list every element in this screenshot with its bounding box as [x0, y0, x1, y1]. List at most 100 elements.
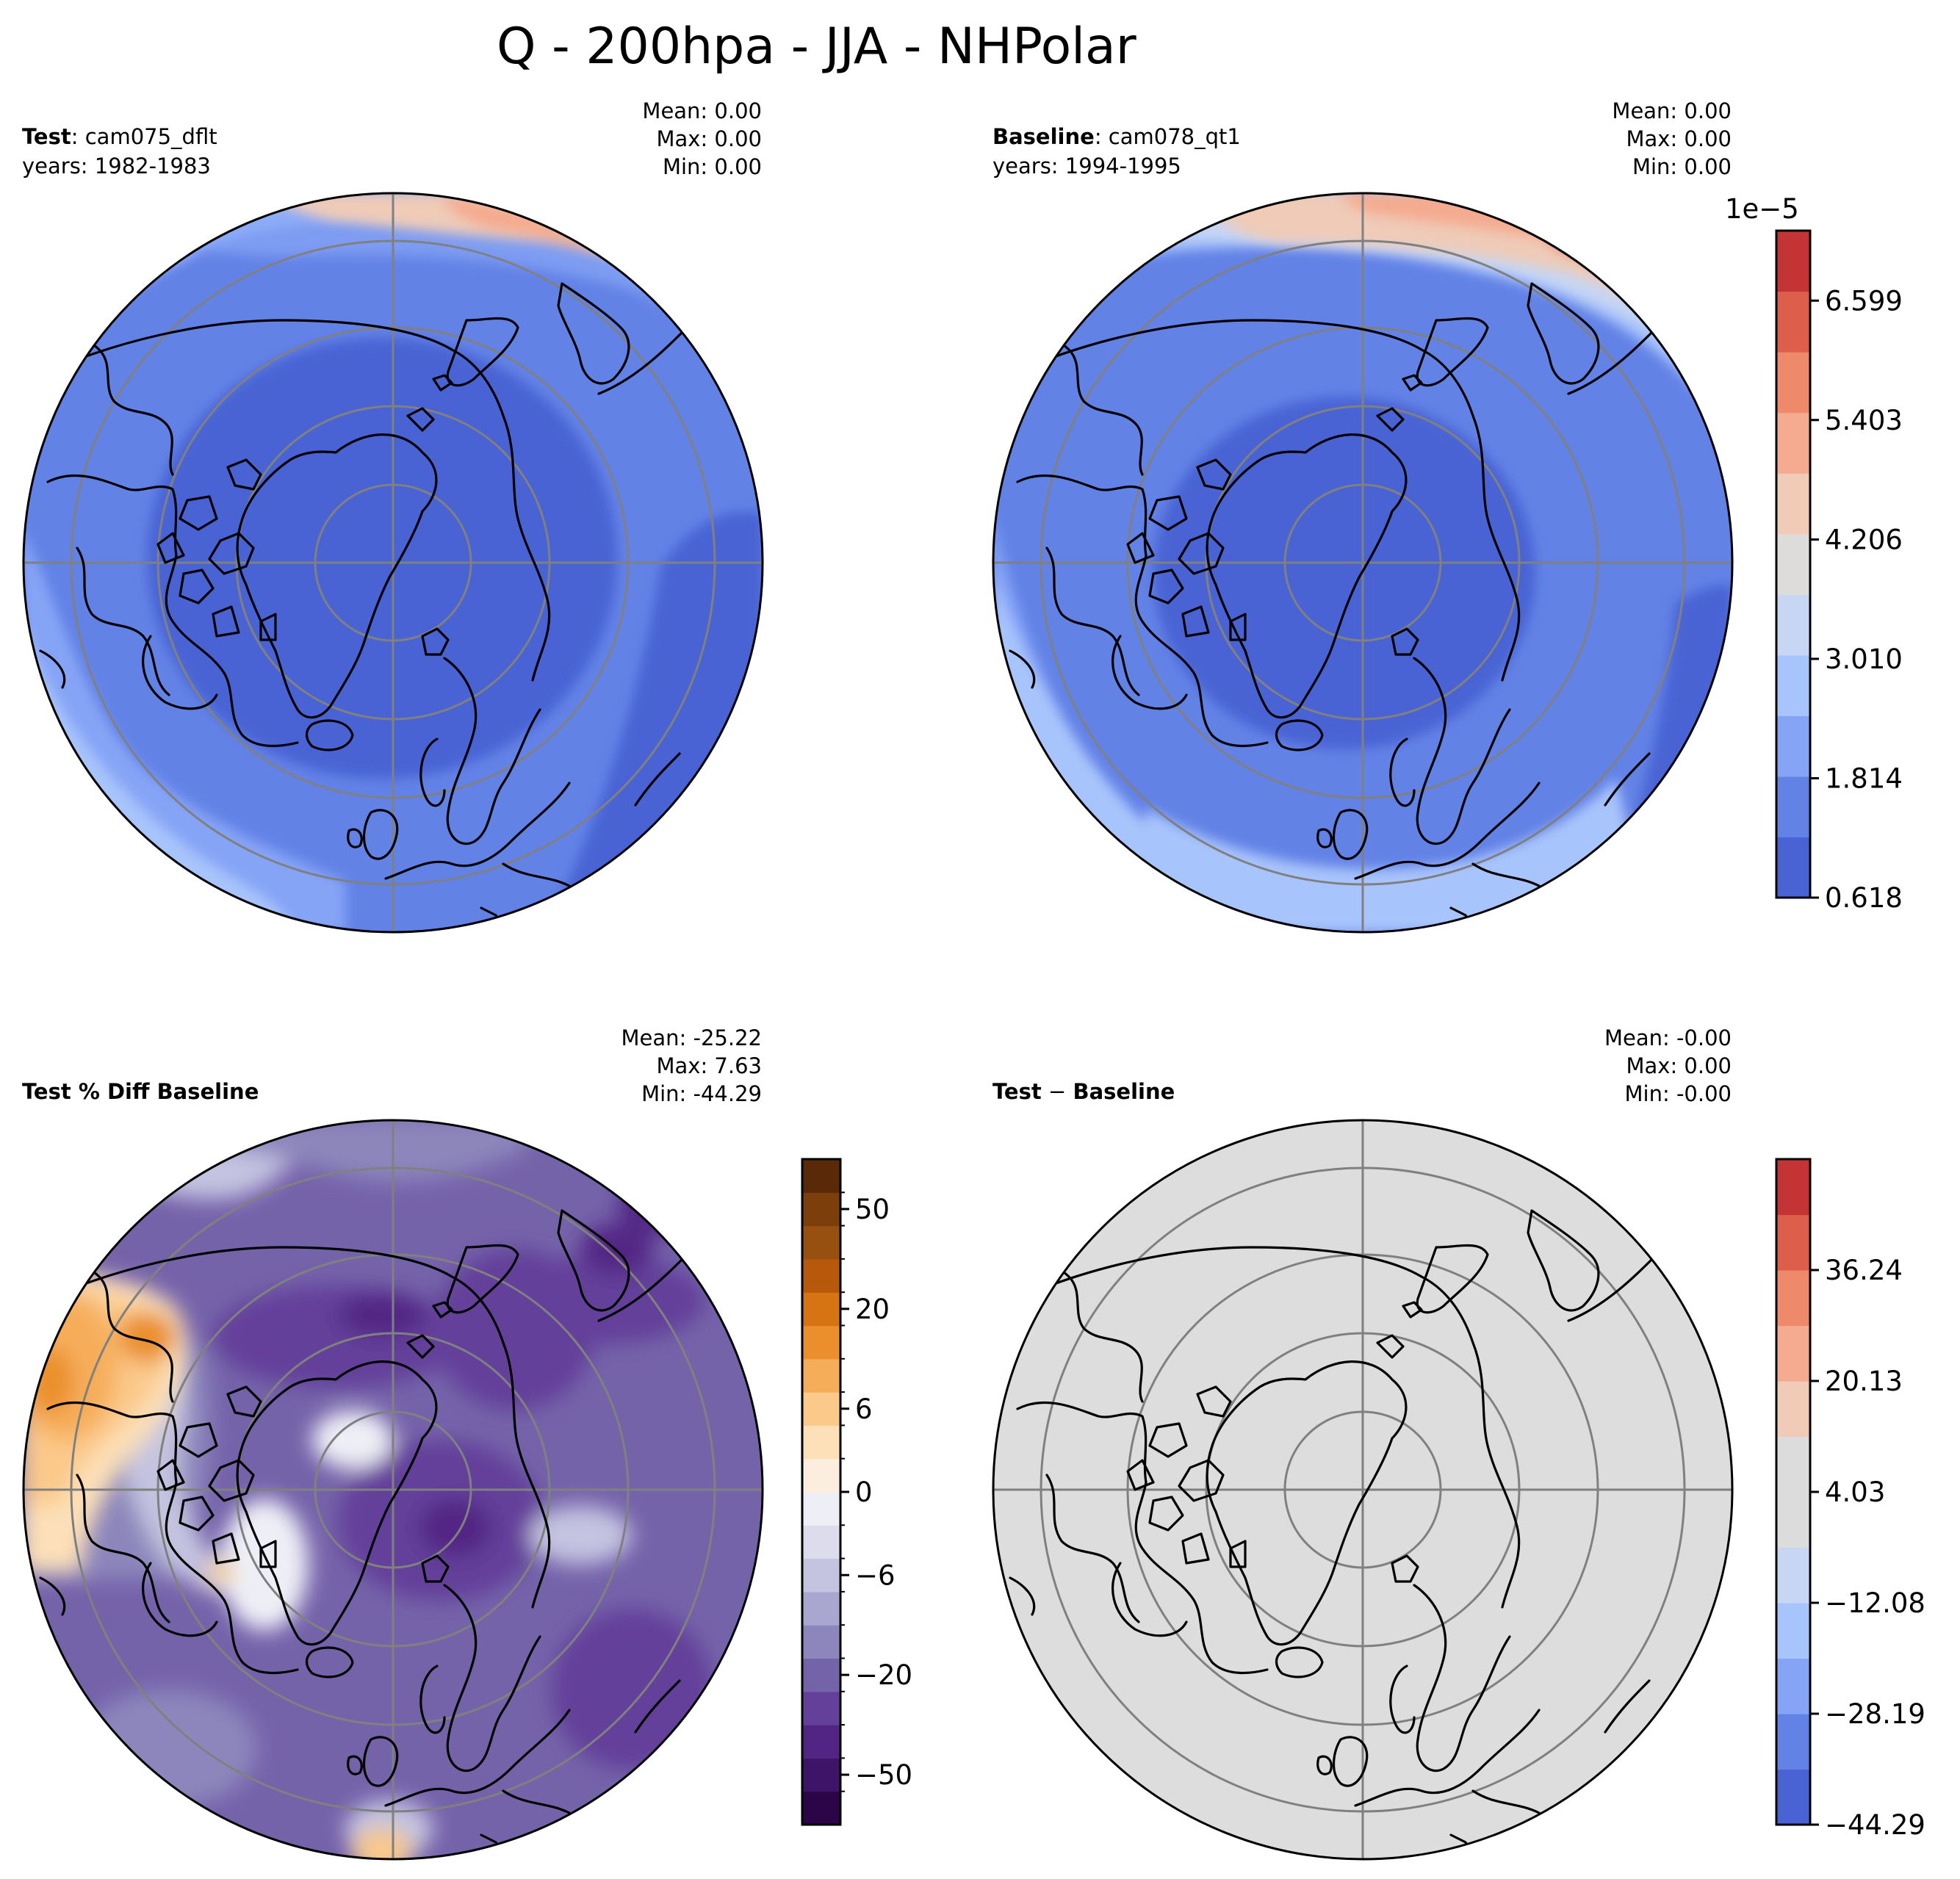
- colorbar-pctdiff-swatch: [802, 1159, 840, 1193]
- colorbar-diff-swatch: [1776, 1214, 1810, 1271]
- colorbar-main-swatch: [1776, 837, 1810, 898]
- test-min: Min: 0.00: [662, 154, 762, 179]
- colorbar-diff-tick-label: −44.29: [1825, 1809, 1925, 1841]
- pctdiff-field-light-south: [81, 1689, 257, 1807]
- diff-max: Max: 0.00: [1626, 1053, 1732, 1078]
- colorbar-main: 0.618 1.814 3.010 4.206 5.403 6.599: [1775, 229, 1903, 914]
- pctdiff-field-darker-4: [617, 1175, 705, 1234]
- pctdiff-stats: Mean: -25.22 Max: 7.63 Min: -44.29: [621, 1024, 763, 1108]
- diff-stats: Mean: -0.00 Max: 0.00 Min: -0.00: [1604, 1024, 1732, 1108]
- test-max: Max: 0.00: [656, 126, 762, 151]
- diff-label-bold2: Baseline: [1073, 1079, 1175, 1104]
- colorbar-main-swatch: [1776, 715, 1810, 777]
- test-field-inner: [147, 338, 617, 779]
- colorbar-diff-tick-label: 4.03: [1825, 1476, 1885, 1508]
- pctdiff-field-dark-4: [500, 1256, 705, 1344]
- colorbar-pctdiff-swatch: [802, 1758, 840, 1792]
- colorbar-diff-swatch: [1776, 1714, 1810, 1770]
- colorbar-main-swatch: [1776, 473, 1810, 535]
- colorbar-diff-swatch: [1776, 1603, 1810, 1659]
- colorbar-main-swatch: [1776, 594, 1810, 656]
- baseline-max: Max: 0.00: [1626, 126, 1732, 151]
- diff-map-border: [992, 1119, 1734, 1861]
- diff-map: [992, 1119, 1734, 1861]
- test-label: Test: cam075_dflt: [22, 126, 217, 148]
- colorbar-pctdiff-swatch: [802, 1358, 840, 1393]
- colorbar-diff-tick-label: −12.08: [1825, 1587, 1925, 1619]
- test-label-bold: Test: [22, 124, 71, 149]
- baseline-mean: Mean: 0.00: [1612, 98, 1732, 123]
- test-years: years: 1982-1983: [22, 154, 211, 178]
- figure-title: Q - 200hpa - JJA - NHPolar: [497, 18, 1136, 76]
- colorbar-pctdiff-swatch: [802, 1392, 840, 1426]
- test-label-case: : cam075_dflt: [71, 124, 217, 149]
- colorbar-main-tick-label: 6.599: [1825, 285, 1903, 317]
- colorbar-diff-tick-label: 36.24: [1825, 1255, 1903, 1286]
- pctdiff-field-white-1: [312, 1410, 393, 1469]
- pctdiff-field-orange4: [118, 1311, 176, 1363]
- pctdiff-field-dark-5: [551, 1609, 713, 1770]
- colorbar-pctdiff-swatch: [802, 1658, 840, 1692]
- diff-min: Min: -0.00: [1624, 1081, 1732, 1106]
- colorbar-diff-tick-label: −28.19: [1825, 1698, 1925, 1730]
- colorbar-pctdiff-swatch: [802, 1558, 840, 1593]
- colorbar-main-tick-label: 4.206: [1825, 524, 1903, 555]
- colorbar-pctdiff-swatch: [802, 1292, 840, 1327]
- pctdiff-field-orange-south: [353, 1829, 411, 1859]
- baseline-label: Baseline: cam078_qt1: [992, 126, 1241, 148]
- test-map: [22, 192, 764, 934]
- pctdiff-field-darker-2: [419, 1498, 492, 1557]
- test-field-warm2: [441, 197, 610, 257]
- test-stats: Mean: 0.00 Max: 0.00 Min: 0.00: [642, 97, 762, 181]
- colorbar-pctdiff-tick-label: 0: [855, 1476, 873, 1508]
- colorbar-main-swatch: [1776, 412, 1810, 474]
- colorbar-pctdiff-swatch: [802, 1625, 840, 1659]
- diff-mean: Mean: -0.00: [1604, 1025, 1732, 1050]
- pctdiff-field-lighter-east: [529, 1506, 632, 1565]
- pctdiff-map-border: [22, 1119, 764, 1861]
- colorbar-pctdiff-swatch: [802, 1791, 840, 1825]
- colorbar-main-swatch: [1776, 231, 1810, 292]
- test-mean: Mean: 0.00: [642, 98, 762, 123]
- diff-label-bold: Test: [992, 1079, 1042, 1104]
- diff-label-sep: −: [1041, 1079, 1073, 1104]
- baseline-stats: Mean: 0.00 Max: 0.00 Min: 0.00: [1612, 97, 1732, 181]
- colorbar-pctdiff-tick-label: −20: [855, 1659, 912, 1691]
- colorbar-pctdiff-swatch: [802, 1192, 840, 1227]
- colorbar-pctdiff-swatch: [802, 1225, 840, 1260]
- colorbar-diff-swatch: [1776, 1658, 1810, 1714]
- colorbar-main-swatch: [1776, 776, 1810, 838]
- colorbar-pctdiff-swatch: [802, 1325, 840, 1360]
- colorbar-pctdiff-swatch: [802, 1458, 840, 1493]
- colorbar-diff: −44.29 −28.19 −12.08 4.03 20.13 36.24: [1775, 1158, 1925, 1841]
- pctdiff-min: Min: -44.29: [641, 1081, 762, 1106]
- baseline-map-border: [992, 192, 1734, 934]
- colorbar-main-swatch: [1776, 654, 1810, 716]
- baseline-min: Min: 0.00: [1632, 154, 1732, 179]
- baseline-map: [992, 192, 1734, 934]
- colorbar-pctdiff-swatch: [802, 1258, 840, 1293]
- pctdiff-field-orange-dot: [207, 1562, 234, 1582]
- colorbar-diff-swatch: [1776, 1436, 1810, 1493]
- colorbar-main-swatch: [1776, 291, 1810, 353]
- colorbar-pctdiff: −50 −20 −6 0 6 20 50: [801, 1158, 912, 1826]
- test-map-border: [22, 192, 764, 934]
- colorbar-diff-swatch: [1776, 1547, 1810, 1604]
- colorbar-diff-swatch: [1776, 1381, 1810, 1438]
- colorbar-pctdiff-tick-label: −50: [855, 1759, 912, 1791]
- baseline-label-case: : cam078_qt1: [1094, 124, 1241, 149]
- diff-label: Test − Baseline: [992, 1081, 1175, 1103]
- colorbar-pctdiff-swatch: [802, 1725, 840, 1759]
- colorbar-diff-swatch: [1776, 1492, 1810, 1548]
- colorbar-pctdiff-tick-label: −6: [855, 1559, 896, 1591]
- baseline-label-bold: Baseline: [992, 124, 1095, 149]
- colorbar-main-tick-label: 3.010: [1825, 643, 1903, 675]
- colorbar-pctdiff-swatch: [802, 1425, 840, 1460]
- pctdiff-field-darker-3: [338, 1293, 426, 1337]
- colorbar-main-swatch: [1776, 352, 1810, 414]
- colorbar-diff-swatch: [1776, 1159, 1810, 1216]
- pctdiff-label: Test % Diff Baseline: [22, 1079, 259, 1104]
- colorbar-main-frame: [1775, 229, 1812, 899]
